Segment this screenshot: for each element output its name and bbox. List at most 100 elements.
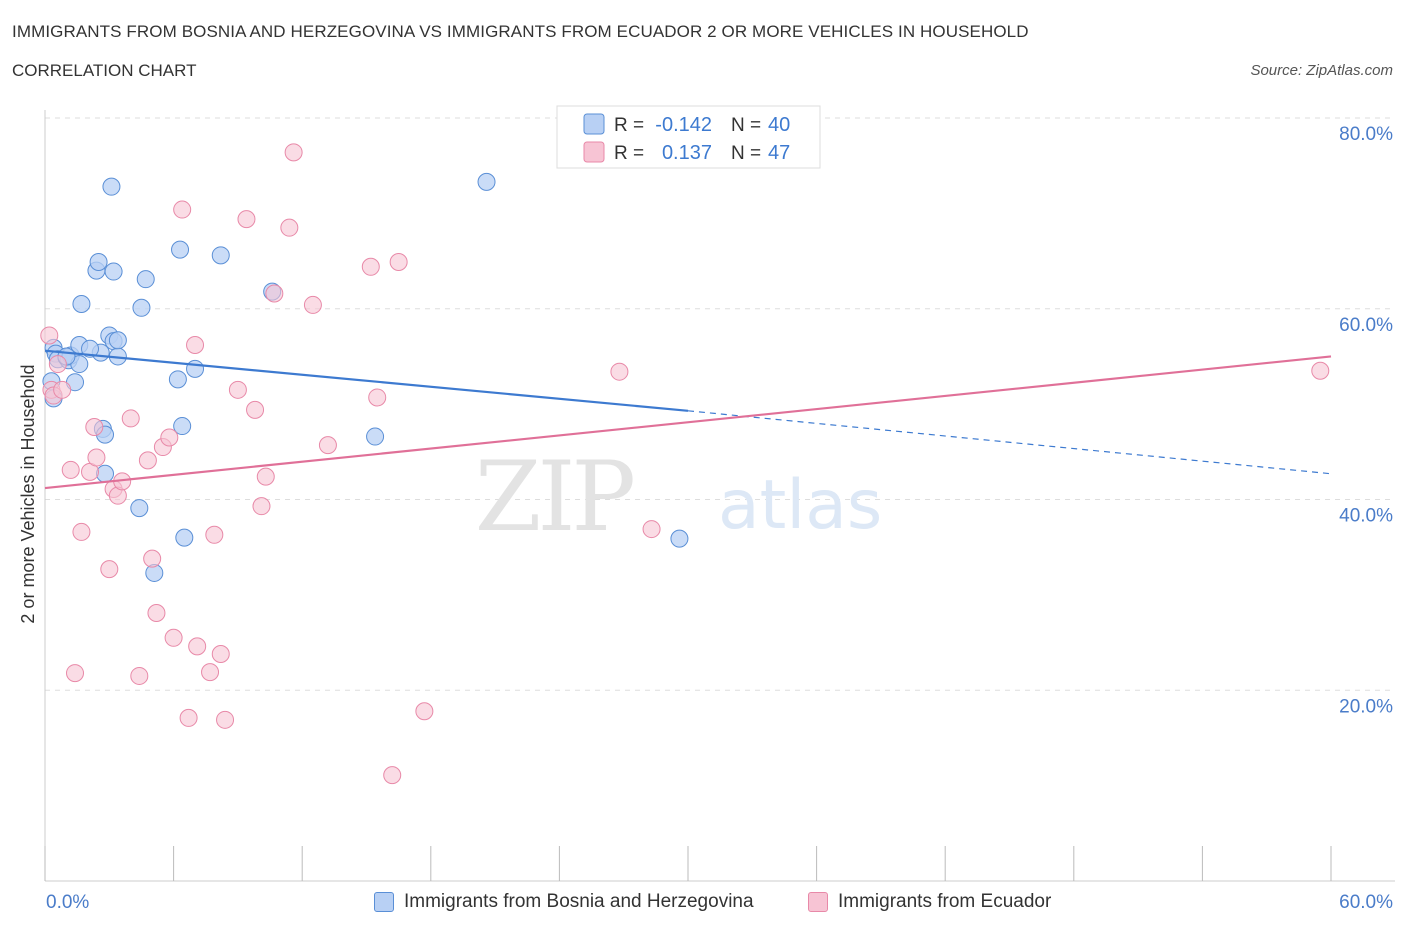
legend-r-label-2: R = [614,143,644,164]
ecuador-point [164,628,183,647]
ecuador-point [201,663,220,682]
bosnia-point [102,177,121,196]
bosnia-point [136,270,155,289]
legend-r-label-1: R = [614,115,644,136]
axes [44,110,1395,882]
ecuador-point [72,522,91,541]
ecuador-point [66,664,85,683]
ecuador-point [87,448,106,467]
y-axis-label: 2 or more Vehicles in Household [18,364,38,623]
ecuador-point [610,362,629,381]
watermark-zip: ZIP [475,441,634,553]
ecuador-point [40,326,59,345]
trend-lines [44,349,1332,490]
legend-item-ecuador: Immigrants from Ecuador [808,888,1051,916]
bosnia-point [366,427,385,446]
ecuador-point [284,143,303,162]
bosnia-point [72,294,91,313]
series-ecuador-points [40,143,1330,785]
ecuador-point [361,257,380,276]
ecuador-point [173,200,192,219]
ecuador-point [256,467,275,486]
bosnia-point [130,499,149,518]
bosnia-point [477,172,496,191]
ecuador-point [53,380,72,399]
legend-n-label-2: N = [731,143,761,164]
ecuador-point [179,708,198,727]
ecuador-point [130,666,149,685]
bosnia-point [89,253,108,272]
bosnia-point [175,528,194,547]
legend-label-ecuador: Immigrants from Ecuador [838,891,1052,912]
legend-n-value-2: 47 [768,142,790,164]
bosnia-point [81,339,100,358]
ecuador-point [147,603,166,622]
ecuador-point [642,520,661,539]
bosnia-point [186,359,205,378]
bosnia-point [96,464,115,483]
source-label: Source: ZipAtlas.com [1250,62,1393,79]
ecuador-point [318,436,337,455]
x-tick-label-1: 60.0% [1339,892,1393,913]
y-tick-label-3: 20.0% [1339,696,1393,717]
bosnia-point [108,331,127,350]
ecuador-point [211,645,230,664]
ecuador-point [143,549,162,568]
bosnia-point [171,240,190,259]
ecuador-point [121,409,140,428]
watermark-atlas: atlas [718,466,882,545]
ecuador-point [216,710,235,729]
bottom-legend: Immigrants from Bosnia and Herzegovina I… [0,888,1406,918]
legend-n-label-1: N = [731,115,761,136]
legend-r-value-1: -0.142 [655,114,712,136]
bosnia-point [670,529,689,548]
ecuador-point [389,253,408,272]
chart-subtitle: CORRELATION CHART [12,61,197,80]
ecuador-point [205,525,224,544]
legend-n-value-1: 40 [768,114,790,136]
bosnia-point [132,298,151,317]
legend-r-value-2: 0.137 [662,142,712,164]
ecuador-point [246,400,265,419]
ecuador-point [188,637,207,656]
x-tick-label-0: 0.0% [46,892,89,913]
ecuador-point [252,497,271,516]
ecuador-point [48,355,67,374]
y-tick-label-1: 60.0% [1339,315,1393,336]
bosnia-point [211,246,230,265]
ecuador-trend-line [44,355,1332,490]
legend-swatch-blue [583,113,605,135]
bosnia-point [173,417,192,436]
y-tick-label-0: 80.0% [1339,124,1393,145]
bosnia-trend-line [44,349,689,412]
x-tick-labels: 0.0% 60.0% [46,892,1393,913]
ecuador-point [368,388,387,407]
ecuador-point [303,295,322,314]
grid-lines [45,117,1395,691]
y-tick-labels: 80.0% 60.0% 40.0% 20.0% [1339,124,1393,717]
ecuador-point [415,702,434,721]
legend-item-bosnia: Immigrants from Bosnia and Herzegovina [374,888,754,916]
ecuador-point [237,210,256,229]
ecuador-point [383,766,402,785]
ecuador-point [228,380,247,399]
legend-swatch-pink [583,141,605,163]
ecuador-point [61,460,80,479]
bosnia-trend-extension [687,410,1332,475]
ecuador-point [280,218,299,237]
ecuador-point [85,418,104,437]
chart-title: IMMIGRANTS FROM BOSNIA AND HERZEGOVINA V… [12,22,1029,41]
y-tick-label-2: 40.0% [1339,506,1393,527]
legend-swatch-ecuador [808,892,828,912]
ecuador-point [1311,361,1330,380]
correlation-legend: R = -0.142 N = 40 R = 0.137 N = 47 [556,105,821,169]
ecuador-point [138,451,157,470]
ecuador-point [186,335,205,354]
ecuador-point [160,428,179,447]
legend-swatch-bosnia [374,892,394,912]
bosnia-point [104,262,123,281]
watermark: ZIP atlas [475,441,883,553]
ecuador-point [265,284,284,303]
ecuador-point [100,560,119,579]
